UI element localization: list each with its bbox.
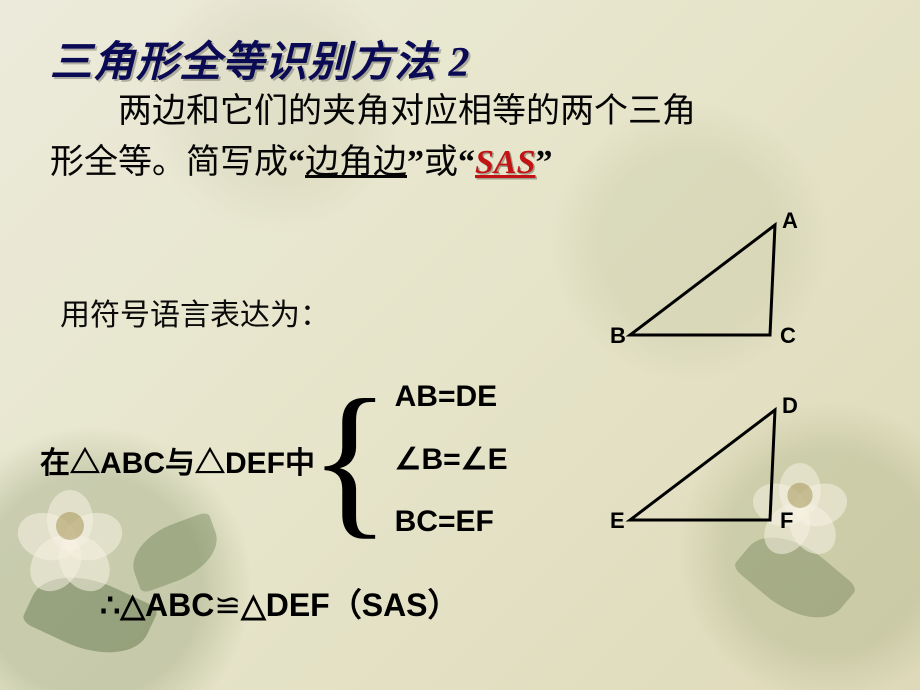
condition-3: BC=EF <box>395 505 508 539</box>
quote-close-1: ” <box>407 144 424 181</box>
triangle-def-shape <box>630 410 775 520</box>
theorem-text: 两边和它们的夹角对应相等的两个三角 形全等。简写成“边角边”或“SAS” <box>50 86 870 188</box>
theorem-indent <box>50 93 118 130</box>
conclusion-line: ∴△ABC≌△DEF（SAS） <box>100 580 460 626</box>
slide-title: 三角形全等识别方法 2 <box>50 28 471 89</box>
condition-1: AB=DE <box>395 380 508 414</box>
joiner: 或 <box>424 144 458 181</box>
vertex-a-label: A <box>782 210 798 233</box>
theorem-line-a: 两边和它们的夹角对应相等的两个三角 <box>118 93 696 130</box>
vertex-d-label: D <box>782 395 798 418</box>
therefore-symbol: ∴ <box>100 587 120 623</box>
abbrev-sas: SAS <box>475 144 536 181</box>
triangle-abc: A B C <box>600 210 830 360</box>
abbrev-cn: 边角边 <box>305 144 407 181</box>
vertex-f-label: F <box>780 508 793 533</box>
proof-lhs: 在△ABC与△DEF中 <box>40 438 315 482</box>
vertex-c-label: C <box>780 323 796 348</box>
triangle-abc-shape <box>630 225 775 335</box>
condition-2: ∠B=∠E <box>395 442 508 477</box>
conclusion-tri1: △ABC <box>120 587 214 623</box>
symbolic-label: 用符号语言表达为： <box>60 290 330 334</box>
conclusion-tri2: △DEF <box>241 587 330 623</box>
vertex-b-label: B <box>610 323 626 348</box>
congruent-symbol: ≌ <box>214 587 241 623</box>
quote-close-2: ” <box>536 144 553 181</box>
proof-block: 在△ABC与△DEF中 { AB=DE ∠B=∠E BC=EF <box>40 380 508 539</box>
quote-open-1: “ <box>288 144 305 181</box>
conclusion-method: （SAS） <box>330 587 460 623</box>
quote-open-2: “ <box>458 144 475 181</box>
theorem-line-b-prefix: 形全等。简写成 <box>50 144 288 181</box>
triangle-def: D E F <box>600 395 830 545</box>
left-brace-icon: { <box>309 396 391 524</box>
vertex-e-label: E <box>610 508 625 533</box>
